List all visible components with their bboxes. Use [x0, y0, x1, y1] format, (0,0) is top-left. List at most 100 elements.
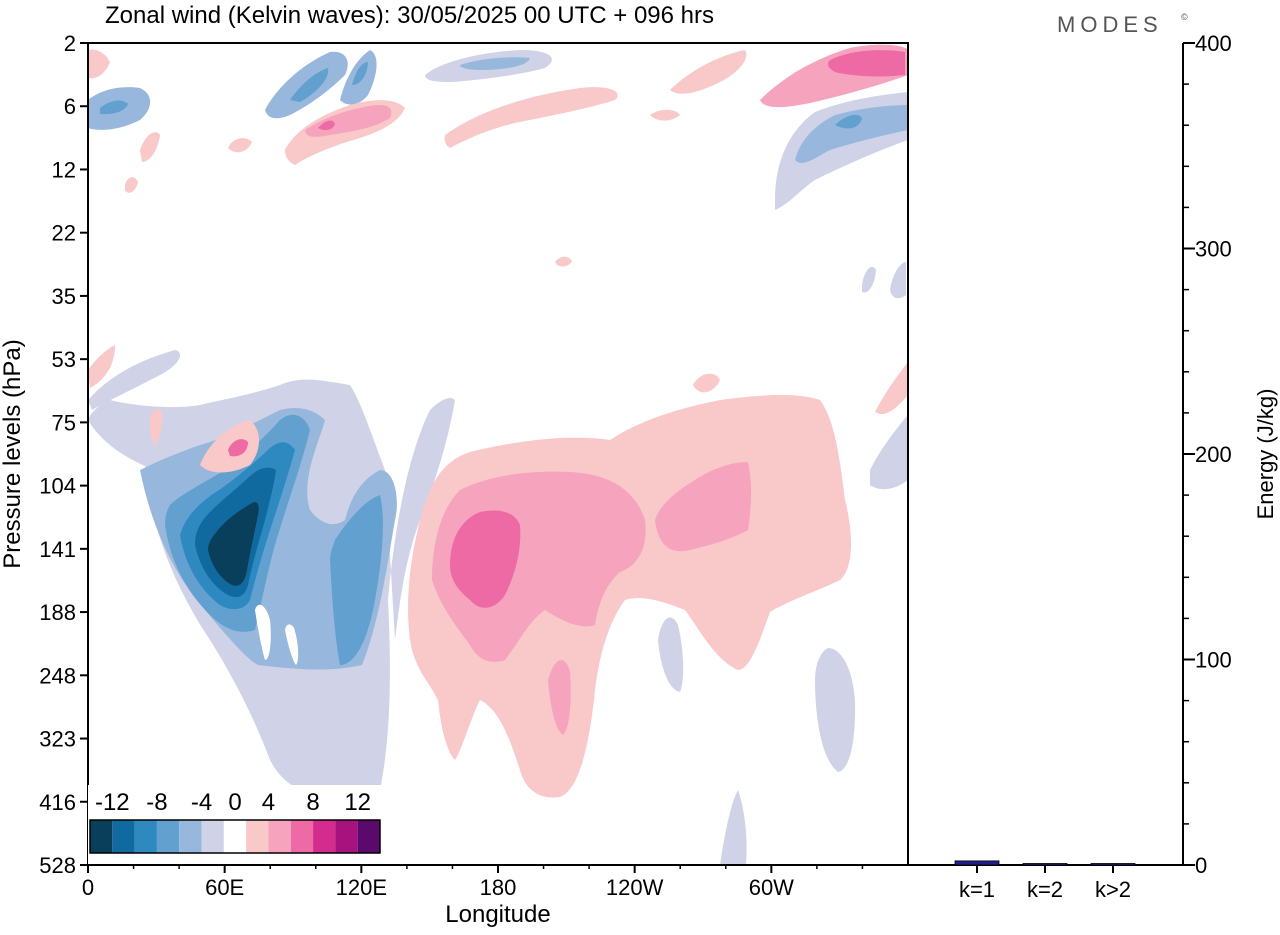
colorbar-label: 12	[344, 789, 371, 816]
colorbar-swatch	[134, 820, 157, 853]
strato-small-8	[88, 350, 180, 410]
colorbar-label: -12	[95, 789, 130, 816]
y-tick-label: 53	[52, 347, 76, 372]
x-axis-ticks: 0 60E 120E 180 120W 60W	[82, 865, 864, 900]
strato-pos-upper	[444, 87, 618, 148]
strato-small-5	[555, 256, 572, 267]
energy-bar	[1022, 863, 1068, 866]
positive-anomaly-120w	[655, 462, 751, 552]
energy-axis-label: Energy (J/kg)	[1253, 389, 1278, 520]
y-tick-label: 248	[39, 663, 76, 688]
energy-tick-label: 0	[1195, 853, 1207, 878]
x-tick-label: 60E	[205, 875, 244, 900]
y-tick-label: 2	[64, 31, 76, 56]
colorbar-label: 0	[228, 789, 241, 816]
colorbar-swatch	[201, 820, 224, 853]
x-tick-label: 120E	[336, 875, 387, 900]
contour-pos-8	[450, 510, 521, 608]
x-tick-label: 60W	[749, 875, 794, 900]
colorbar-frame	[89, 819, 381, 854]
y-tick-label: 22	[52, 221, 76, 246]
energy-axis-ticks: 0 100 200 300 400	[1183, 31, 1232, 878]
colorbar-swatch	[223, 820, 247, 853]
x-tick-label: 0	[82, 875, 94, 900]
colorbar-label: 8	[306, 789, 319, 816]
positive-anomaly-west	[200, 420, 259, 473]
negative-anomaly-east-4	[870, 415, 908, 490]
y-tick-label: 141	[39, 537, 76, 562]
colorbar-swatch	[179, 820, 202, 853]
modes-logo-mark: ©	[1181, 12, 1188, 22]
y-tick-label: 323	[39, 727, 76, 752]
colorbar-swatch	[268, 820, 291, 853]
energy-tick-label: 400	[1195, 31, 1232, 56]
strato-small-3	[228, 138, 252, 153]
energy-bar	[1090, 863, 1136, 866]
x-tick-label: 120W	[606, 875, 664, 900]
negative-anomaly-120e	[330, 495, 383, 665]
strato-pos-west	[88, 49, 110, 79]
wind-contour-field	[88, 44, 908, 865]
stratosphere-anomalies	[88, 44, 908, 410]
negative-anomaly-east-3	[720, 790, 747, 865]
strato-small-7	[890, 262, 906, 299]
y-axis-ticks: 2 6 12 22 35 53 75 104 141 188 248 323 416 528	[39, 31, 88, 878]
energy-category-label: k=2	[1027, 877, 1063, 902]
colorbar-swatches	[89, 819, 381, 854]
colorbar-swatch	[156, 820, 180, 853]
colorbar-swatch	[313, 820, 336, 853]
energy-tick-label: 300	[1195, 237, 1232, 262]
energy-tick-label: 100	[1195, 648, 1232, 673]
negative-anomaly-east	[815, 648, 856, 772]
strato-small-6	[862, 266, 876, 293]
positive-anomaly-small	[150, 408, 163, 445]
positive-anomaly-small-2	[693, 373, 720, 393]
y-tick-label: 35	[52, 284, 76, 309]
colorbar-label: -8	[146, 789, 167, 816]
colorbar-swatch	[335, 820, 358, 853]
colorbar-swatch	[357, 820, 380, 853]
y-axis-label: Pressure levels (hPa)	[0, 339, 26, 568]
chart-title: Zonal wind (Kelvin waves): 30/05/2025 00…	[105, 2, 714, 29]
strato-pos-east-2	[670, 50, 747, 94]
energy-category-label: k>2	[1095, 877, 1131, 902]
colorbar-swatch	[246, 820, 269, 853]
strato-small-2	[125, 177, 138, 193]
positive-anomaly-west-core	[228, 439, 248, 457]
energy-bars	[954, 860, 1136, 866]
x-tick-label: 180	[480, 875, 517, 900]
contour-neg-12	[208, 502, 259, 586]
y-tick-label: 188	[39, 600, 76, 625]
modes-logo: MODES	[1057, 12, 1163, 37]
colorbar-label: 4	[262, 789, 275, 816]
y-tick-label: 12	[52, 157, 76, 182]
colorbar-labels: -12 -8 -4 0 4 8 12	[95, 789, 371, 816]
colorbar: -12 -8 -4 0 4 8 12	[88, 785, 386, 864]
positive-anomaly-small-3	[875, 362, 908, 415]
energy-axes: 0 100 200 300 400 k=1 k=2 k>2 Energy (J/kg)	[908, 31, 1278, 902]
negative-anomaly-gaps	[255, 604, 299, 665]
energy-tick-label: 200	[1195, 442, 1232, 467]
y-tick-label: 528	[39, 853, 76, 878]
main-axes: 2 6 12 22 35 53 75 104 141 188 248 323 416 528 0 60E 12…	[0, 31, 909, 928]
strato-small-1	[140, 132, 160, 162]
energy-bar	[954, 860, 1000, 866]
colorbar-swatch	[112, 820, 135, 853]
negative-anomaly-60e	[88, 379, 455, 800]
contour-pos-small	[548, 660, 571, 735]
x-axis-label: Longitude	[445, 901, 550, 928]
energy-category-label: k=1	[959, 877, 995, 902]
positive-anomaly-180	[408, 395, 852, 798]
colorbar-swatch	[90, 820, 113, 853]
colorbar-label: -4	[191, 789, 212, 816]
colorbar-swatch	[290, 820, 314, 853]
strato-small-4	[650, 109, 680, 121]
positive-anomaly-left	[88, 345, 115, 388]
y-tick-label: 104	[39, 474, 76, 499]
negative-anomaly-east-2	[658, 617, 684, 692]
y-tick-label: 6	[64, 94, 76, 119]
y-tick-label: 75	[52, 410, 76, 435]
energy-category-labels: k=1 k=2 k>2	[959, 865, 1131, 902]
